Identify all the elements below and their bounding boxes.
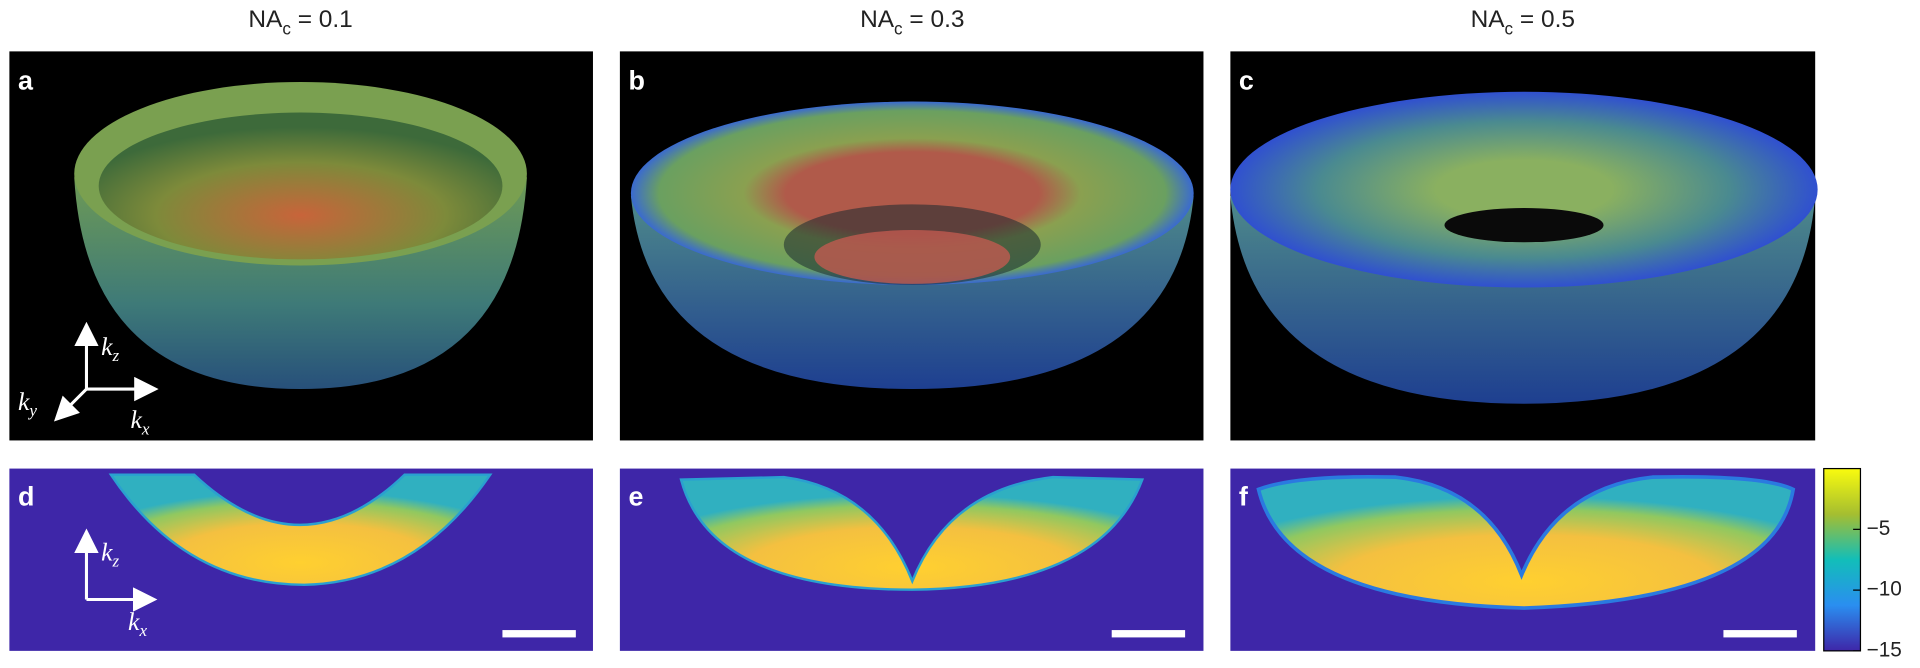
axis-arrow <box>53 387 88 422</box>
colorbar-tick-label: −15 <box>1867 638 1902 661</box>
panel-label: c <box>1239 65 1254 95</box>
panel-e <box>619 468 1204 651</box>
axis-label: kx <box>131 405 150 438</box>
panel-d <box>9 468 593 651</box>
colorbar <box>1823 467 1862 652</box>
colorbar-tick-label: −5 <box>1867 517 1891 540</box>
axis-label: kz <box>101 332 119 365</box>
panel-label: f <box>1239 481 1249 511</box>
colorbar-tick-label: −10 <box>1867 578 1902 601</box>
axis-label: ky <box>18 387 37 420</box>
column-title: NAc = 0.3 <box>860 6 964 38</box>
panel-label: b <box>628 65 644 95</box>
column-title: NAc = 0.1 <box>248 6 352 38</box>
panel-label: d <box>18 481 34 511</box>
panel-c <box>1230 51 1818 441</box>
axis-label: kz <box>101 537 119 570</box>
column-title: NAc = 0.5 <box>1471 6 1575 38</box>
panel-a <box>9 51 593 441</box>
panel-label: e <box>628 481 643 511</box>
panel-b <box>619 51 1204 441</box>
panel-f <box>1230 468 1816 651</box>
panel-label: a <box>18 65 34 95</box>
axis-label: kx <box>128 607 147 640</box>
